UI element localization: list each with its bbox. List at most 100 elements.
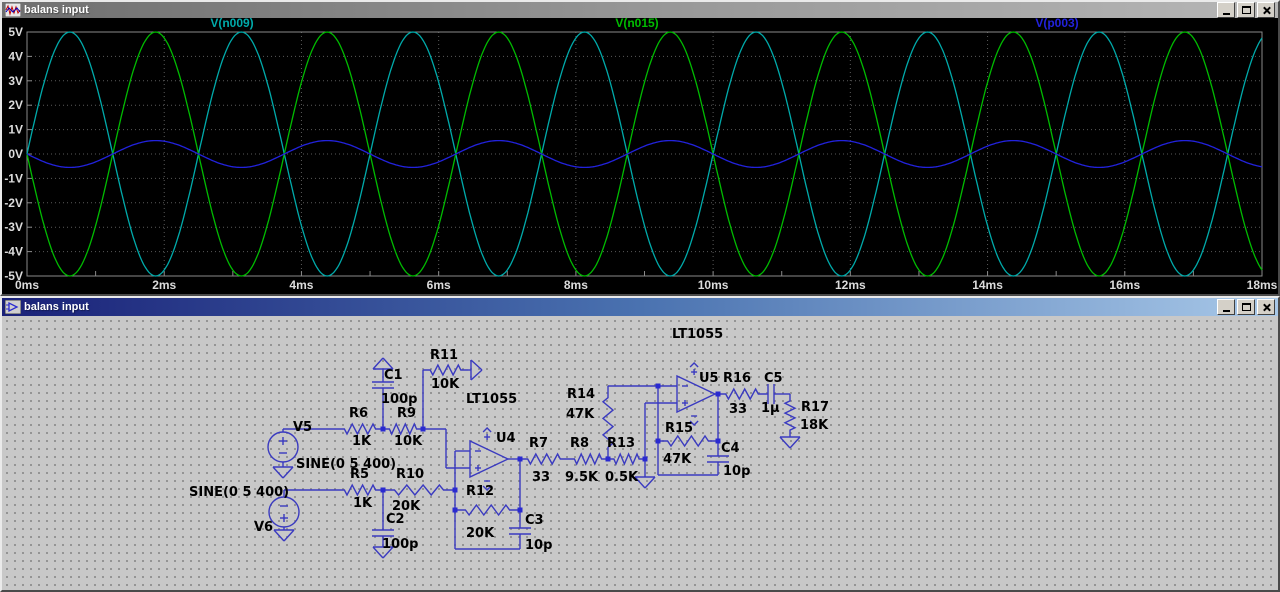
- schematic-label: V6: [254, 520, 273, 535]
- waveform-window: balans input 5V 4V 3V 2V 1V 0V -1V -2V -3V -4V -5V…: [0, 0, 1280, 296]
- y-tick-label: -4V: [4, 245, 23, 259]
- schematic-window-icon: [5, 300, 21, 314]
- maximize-icon: [1241, 6, 1251, 14]
- resistor: [718, 387, 766, 401]
- waveform-window-icon: [5, 3, 21, 17]
- schematic-label: 20K: [466, 526, 495, 541]
- minimize-icon: [1222, 12, 1230, 15]
- trace-label[interactable]: V(n015): [615, 18, 658, 30]
- schematic-label: R13: [607, 436, 635, 451]
- schem-maximize-button[interactable]: [1237, 299, 1255, 315]
- schematic-canvas-area: V5 SINE(0 5 400) R6 1K C1 100p R9 10K R11 10K LT10…: [2, 316, 1278, 590]
- schematic-label: 10K: [431, 377, 460, 392]
- x-tick-label: 0ms: [15, 278, 39, 292]
- y-tick-label: 4V: [8, 49, 23, 63]
- y-tick-label: 1V: [8, 123, 23, 137]
- schematic-label: R17: [801, 400, 829, 415]
- y-tick-label: 2V: [8, 98, 23, 112]
- schematic-label: 100p: [381, 392, 417, 407]
- schematic-label: 33: [532, 470, 550, 485]
- junction-dot: [655, 383, 661, 389]
- schematic-window-titlebar[interactable]: balans input: [2, 298, 1278, 316]
- capacitor: [509, 527, 531, 535]
- waveform-window-titlebar[interactable]: balans input: [2, 2, 1278, 18]
- schematic-label: 18K: [800, 418, 829, 433]
- resistor: [568, 452, 608, 466]
- schematic-label: 1K: [353, 496, 373, 511]
- vminus-pin-icon: [482, 485, 492, 491]
- x-tick-label: 2ms: [152, 278, 176, 292]
- x-tick-label: 18ms: [1247, 278, 1278, 292]
- ground-icon: [470, 359, 483, 381]
- schematic-label: R8: [570, 436, 589, 451]
- y-tick-label: -1V: [4, 171, 23, 185]
- schematic-label: R7: [529, 436, 548, 451]
- schematic-label: 0.5K: [605, 470, 639, 485]
- schem-minimize-button[interactable]: [1217, 299, 1235, 315]
- schematic-label: R16: [723, 371, 751, 386]
- schematic-label: 1µ: [761, 401, 780, 416]
- schematic-window-title: balans input: [24, 301, 89, 313]
- ground-icon: [779, 436, 801, 449]
- resistor: [423, 363, 468, 377]
- capacitor: [372, 529, 394, 537]
- ground-icon: [372, 546, 394, 559]
- opamp: [469, 427, 510, 491]
- y-tick-label: 5V: [8, 25, 23, 39]
- x-tick-label: 14ms: [972, 278, 1003, 292]
- junction-dot: [655, 438, 661, 444]
- junction-dot: [715, 391, 721, 397]
- waveform-plot-area: 5V 4V 3V 2V 1V 0V -1V -2V -3V -4V -5V 0ms 2ms 4ms 6ms 8…: [2, 18, 1278, 294]
- x-tick-label: 12ms: [835, 278, 866, 292]
- wave-minimize-button[interactable]: [1217, 2, 1235, 18]
- schematic-label: R11: [430, 348, 458, 363]
- ground-icon: [273, 529, 295, 542]
- close-icon: [1262, 303, 1271, 312]
- resistor: [383, 483, 455, 497]
- resistor: [455, 503, 520, 517]
- components[interactable]: [267, 357, 801, 559]
- schematic-label: R10: [396, 467, 424, 482]
- schematic-label: LT1055: [672, 327, 723, 342]
- schematic-label: 10K: [394, 434, 423, 449]
- x-tick-label: 6ms: [427, 278, 451, 292]
- trace-label[interactable]: V(p003): [1035, 18, 1078, 30]
- trace-label[interactable]: V(n009): [210, 18, 253, 30]
- wires[interactable]: [282, 369, 790, 550]
- schematic-label: C2: [386, 512, 405, 527]
- wave-close-button[interactable]: [1257, 2, 1275, 18]
- plot-grid: [27, 32, 1262, 276]
- y-tick-label: -2V: [4, 196, 23, 210]
- y-tick-label: -3V: [4, 220, 23, 234]
- opamp: [676, 362, 717, 426]
- resistor: [608, 452, 645, 466]
- vminus-pin-icon: [689, 420, 699, 426]
- schematic-label: C1: [384, 368, 403, 383]
- vplus-pin-icon: [689, 362, 699, 368]
- schematic-label: V5: [293, 420, 312, 435]
- junction-dot: [380, 487, 386, 493]
- y-tick-label: 0V: [8, 147, 23, 161]
- x-tick-label: 16ms: [1109, 278, 1140, 292]
- schematic-label: SINE(0 5 400): [296, 457, 396, 472]
- schematic-label: R14: [567, 387, 595, 402]
- resistor: [337, 422, 383, 436]
- vplus-pin-icon: [482, 427, 492, 433]
- ground-icon: [272, 466, 294, 479]
- wave-maximize-button[interactable]: [1237, 2, 1255, 18]
- junction-dot: [452, 507, 458, 513]
- minimize-icon: [1222, 309, 1230, 312]
- waveform-window-title: balans input: [24, 4, 89, 16]
- x-tick-label: 8ms: [564, 278, 588, 292]
- schem-close-button[interactable]: [1257, 299, 1275, 315]
- resistor: [337, 483, 383, 497]
- capacitor: [707, 455, 729, 463]
- x-tick-label: 4ms: [289, 278, 313, 292]
- schematic-label: C4: [721, 441, 740, 456]
- maximize-icon: [1241, 303, 1251, 311]
- resistor: [783, 394, 797, 437]
